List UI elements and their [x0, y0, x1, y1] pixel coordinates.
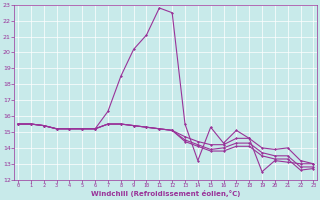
X-axis label: Windchill (Refroidissement éolien,°C): Windchill (Refroidissement éolien,°C)	[91, 190, 240, 197]
